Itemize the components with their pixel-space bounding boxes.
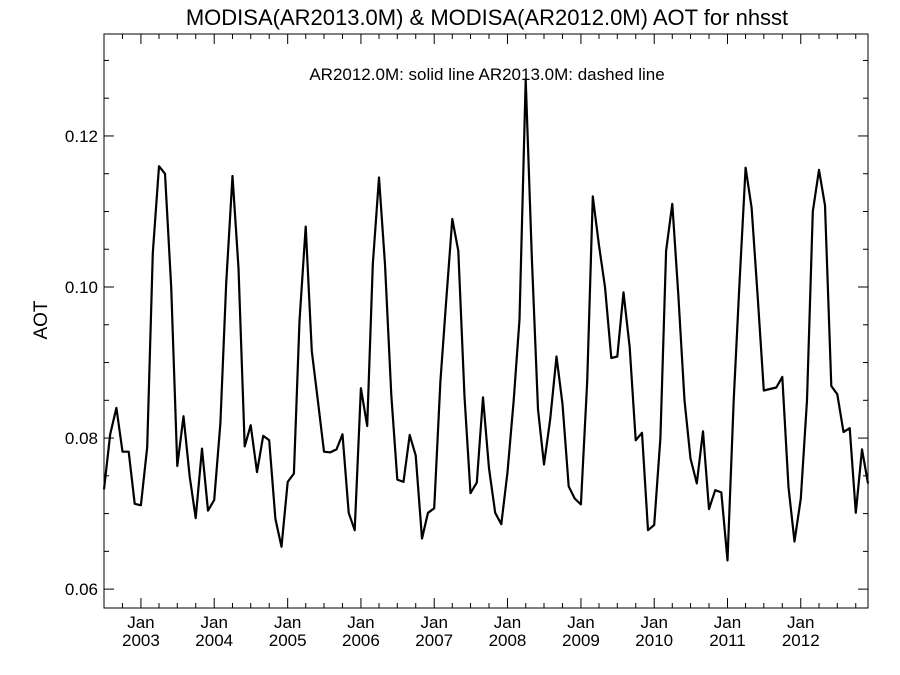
- y-tick-label: 0.10: [65, 278, 98, 297]
- chart-title: MODISA(AR2013.0M) & MODISA(AR2012.0M) AO…: [186, 5, 788, 30]
- x-tick-month-label: Jan: [567, 613, 594, 632]
- data-series: [102, 78, 870, 562]
- x-tick-year-label: 2004: [195, 631, 233, 650]
- y-axis-label: AOT: [31, 300, 52, 339]
- x-tick-year-label: 2005: [269, 631, 307, 650]
- y-tick-label: 0.12: [65, 127, 98, 146]
- x-tick-year-label: 2003: [122, 631, 160, 650]
- x-tick-month-label: Jan: [787, 613, 814, 632]
- x-tick-month-label: Jan: [347, 613, 374, 632]
- x-tick-month-label: Jan: [714, 613, 741, 632]
- x-tick-month-label: Jan: [494, 613, 521, 632]
- x-tick-month-label: Jan: [200, 613, 227, 632]
- x-tick-month-label: Jan: [274, 613, 301, 632]
- x-tick-year-label: 2012: [782, 631, 820, 650]
- x-tick-year-label: 2011: [709, 631, 746, 650]
- y-tick-label: 0.06: [65, 580, 98, 599]
- line-style-annotation: AR2012.0M: solid line AR2013.0M: dashed …: [309, 65, 664, 84]
- x-tick-year-label: 2010: [635, 631, 673, 650]
- y-tick-label: 0.08: [65, 429, 98, 448]
- x-tick-month-label: Jan: [641, 613, 668, 632]
- x-tick-month-label: Jan: [127, 613, 154, 632]
- x-tick-year-label: 2009: [562, 631, 600, 650]
- x-tick-month-label: Jan: [420, 613, 447, 632]
- x-tick-year-label: 2008: [489, 631, 527, 650]
- x-axis-ticks: Jan2003Jan2004Jan2005Jan2006Jan2007Jan20…: [103, 34, 857, 650]
- x-tick-year-label: 2007: [415, 631, 453, 650]
- x-tick-year-label: 2006: [342, 631, 380, 650]
- plot-frame: [103, 33, 869, 609]
- y-axis-ticks: 0.06 0.08 0.10 0.12: [65, 59, 868, 599]
- series-line-AR2012.0M: [102, 78, 870, 562]
